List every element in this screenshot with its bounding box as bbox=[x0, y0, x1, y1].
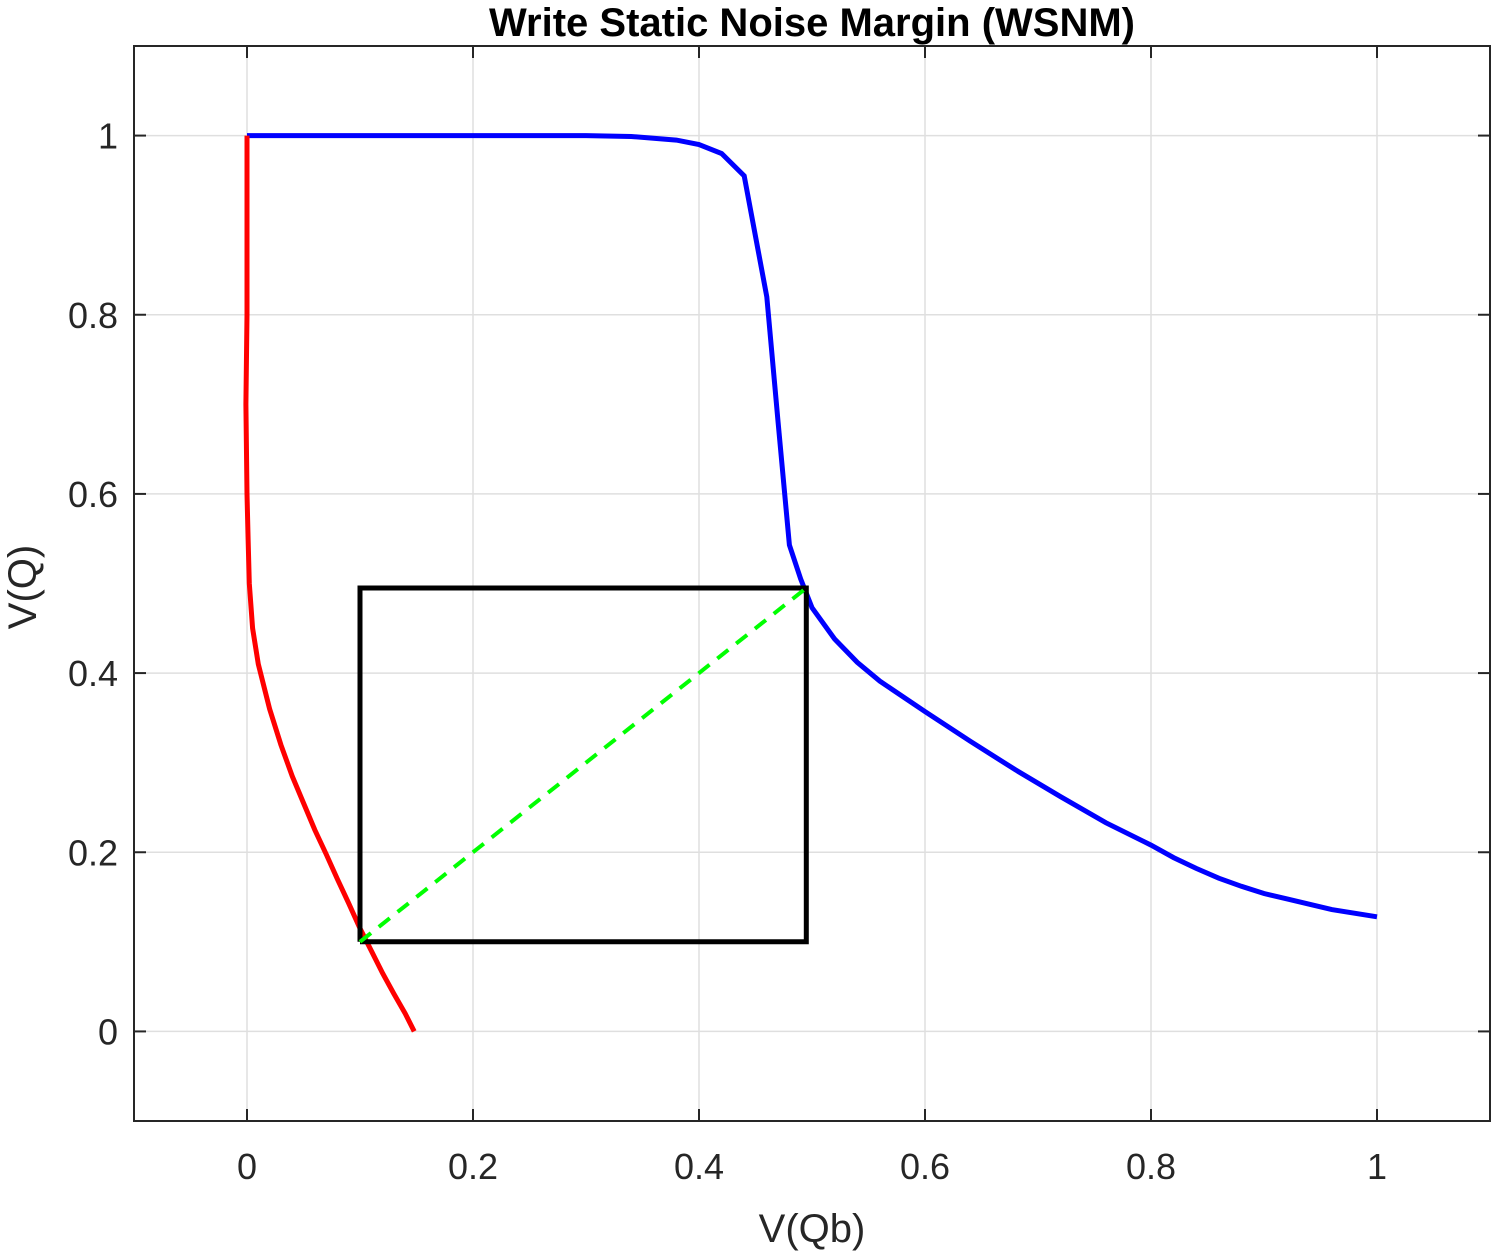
y-tick-label-0: 0 bbox=[98, 1011, 118, 1052]
grid bbox=[134, 46, 1490, 1121]
x-tick-label-3: 0.6 bbox=[900, 1146, 950, 1187]
x-axis-label: V(Qb) bbox=[759, 1207, 866, 1251]
y-tick-label-1: 0.2 bbox=[68, 832, 118, 873]
series-line-1 bbox=[243, 135, 417, 1033]
x-tick-label-1: 0.2 bbox=[448, 1146, 498, 1187]
y-tick-label-4: 0.8 bbox=[68, 295, 118, 336]
x-tick-label-5: 1 bbox=[1367, 1146, 1387, 1187]
x-tick-label-4: 0.8 bbox=[1126, 1146, 1176, 1187]
series-line-2 bbox=[357, 585, 809, 945]
y-tick-label-3: 0.6 bbox=[68, 474, 118, 515]
axes-box bbox=[133, 45, 1491, 1122]
y-tick-label-2: 0.4 bbox=[68, 653, 118, 694]
x-tick-label-0: 0 bbox=[237, 1146, 257, 1187]
ticks-group: 0 0.2 0.4 0.6 0.8 1 0 0.2 0.4 0.6 0.8 1 bbox=[68, 46, 1490, 1187]
y-tick-label-5: 1 bbox=[98, 116, 118, 157]
x-tick-label-2: 0.4 bbox=[674, 1146, 724, 1187]
series-line-3 bbox=[358, 586, 808, 944]
y-axis-label: V(Q) bbox=[1, 545, 45, 629]
series-line-0 bbox=[247, 133, 1378, 920]
chart-title: Write Static Noise Margin (WSNM) bbox=[489, 1, 1135, 45]
series-group bbox=[243, 133, 1378, 1033]
axes-frame bbox=[133, 45, 1491, 1122]
